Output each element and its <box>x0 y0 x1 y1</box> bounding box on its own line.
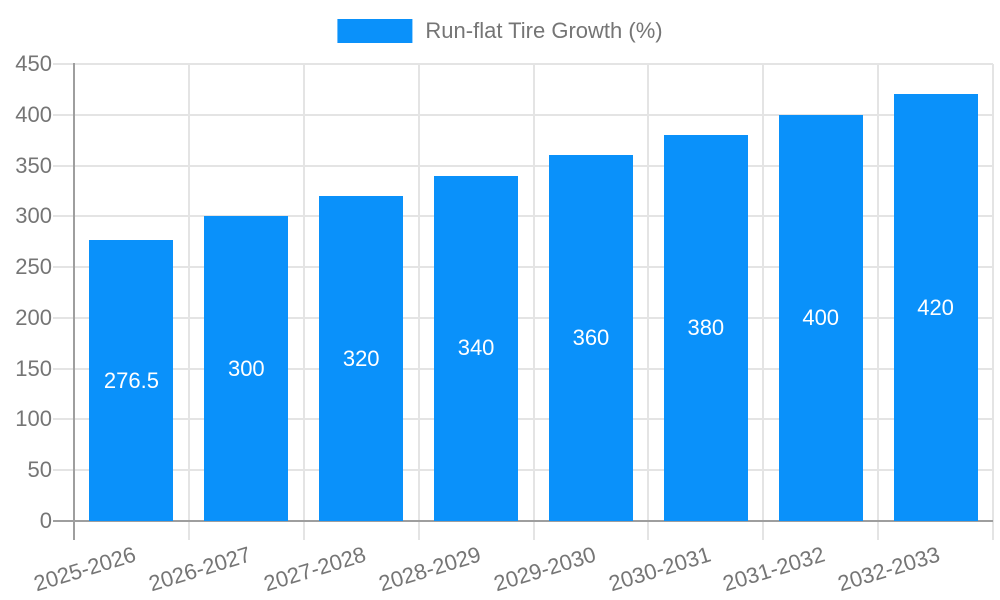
bar[interactable] <box>434 175 519 521</box>
legend-label: Run-flat Tire Growth (%) <box>425 18 663 43</box>
y-tick-label: 400 <box>15 101 52 127</box>
x-tick-label: 2028-2029 <box>375 541 484 597</box>
y-tick-label: 0 <box>39 508 52 533</box>
x-tick-label: 2026-2027 <box>145 541 254 597</box>
h-gridline <box>53 367 993 370</box>
y-tick-label: 200 <box>15 304 52 330</box>
y-tick-label: 300 <box>15 203 52 229</box>
y-tick-label: 150 <box>15 355 52 381</box>
v-gridline <box>762 64 765 540</box>
v-gridline <box>877 64 880 540</box>
y-axis-line <box>73 63 75 540</box>
x-tick-label: 2032-2033 <box>835 541 944 597</box>
bar-value-label: 340 <box>457 335 495 361</box>
h-gridline <box>53 418 993 421</box>
v-gridline <box>992 64 994 540</box>
x-tick-label: 2025-2026 <box>31 541 139 597</box>
bar-value-label: 276.5 <box>103 367 159 393</box>
y-tick-label: 250 <box>15 254 52 280</box>
h-gridline <box>53 113 993 116</box>
v-gridline <box>532 64 535 540</box>
v-gridline <box>187 64 190 540</box>
bar-value-label: 360 <box>572 325 610 351</box>
h-gridline <box>53 164 993 167</box>
h-gridline <box>53 63 993 65</box>
bar[interactable] <box>893 94 978 521</box>
bar[interactable] <box>548 155 633 521</box>
bar[interactable] <box>319 196 404 521</box>
y-tick-label: 450 <box>15 51 52 76</box>
y-tick-label: 100 <box>15 406 52 432</box>
v-gridline <box>302 64 305 540</box>
y-tick-label: 350 <box>15 152 52 178</box>
legend-item[interactable]: Run-flat Tire Growth (%) <box>337 18 663 43</box>
bar[interactable] <box>663 135 748 521</box>
h-gridline <box>53 316 993 319</box>
v-gridline <box>417 64 420 540</box>
bar-value-label: 420 <box>917 294 954 320</box>
bar[interactable] <box>89 240 174 521</box>
bar-value-label: 300 <box>227 355 265 381</box>
legend-swatch <box>337 19 413 43</box>
bar-value-label: 400 <box>802 304 840 330</box>
x-tick-label: 2029-2030 <box>490 541 599 597</box>
x-axis-line <box>53 520 993 522</box>
bar-value-label: 380 <box>687 315 725 341</box>
v-gridline <box>647 64 650 540</box>
y-tick-label: 50 <box>27 457 52 483</box>
h-gridline <box>53 266 993 269</box>
bar[interactable] <box>204 216 289 521</box>
x-tick-label: 2031-2032 <box>720 541 829 597</box>
h-gridline <box>53 469 993 472</box>
h-gridline <box>53 215 993 218</box>
bar-value-label: 320 <box>342 345 380 371</box>
bar[interactable] <box>778 114 863 521</box>
x-tick-label: 2027-2028 <box>260 541 369 597</box>
x-tick-label: 2030-2031 <box>605 541 714 597</box>
